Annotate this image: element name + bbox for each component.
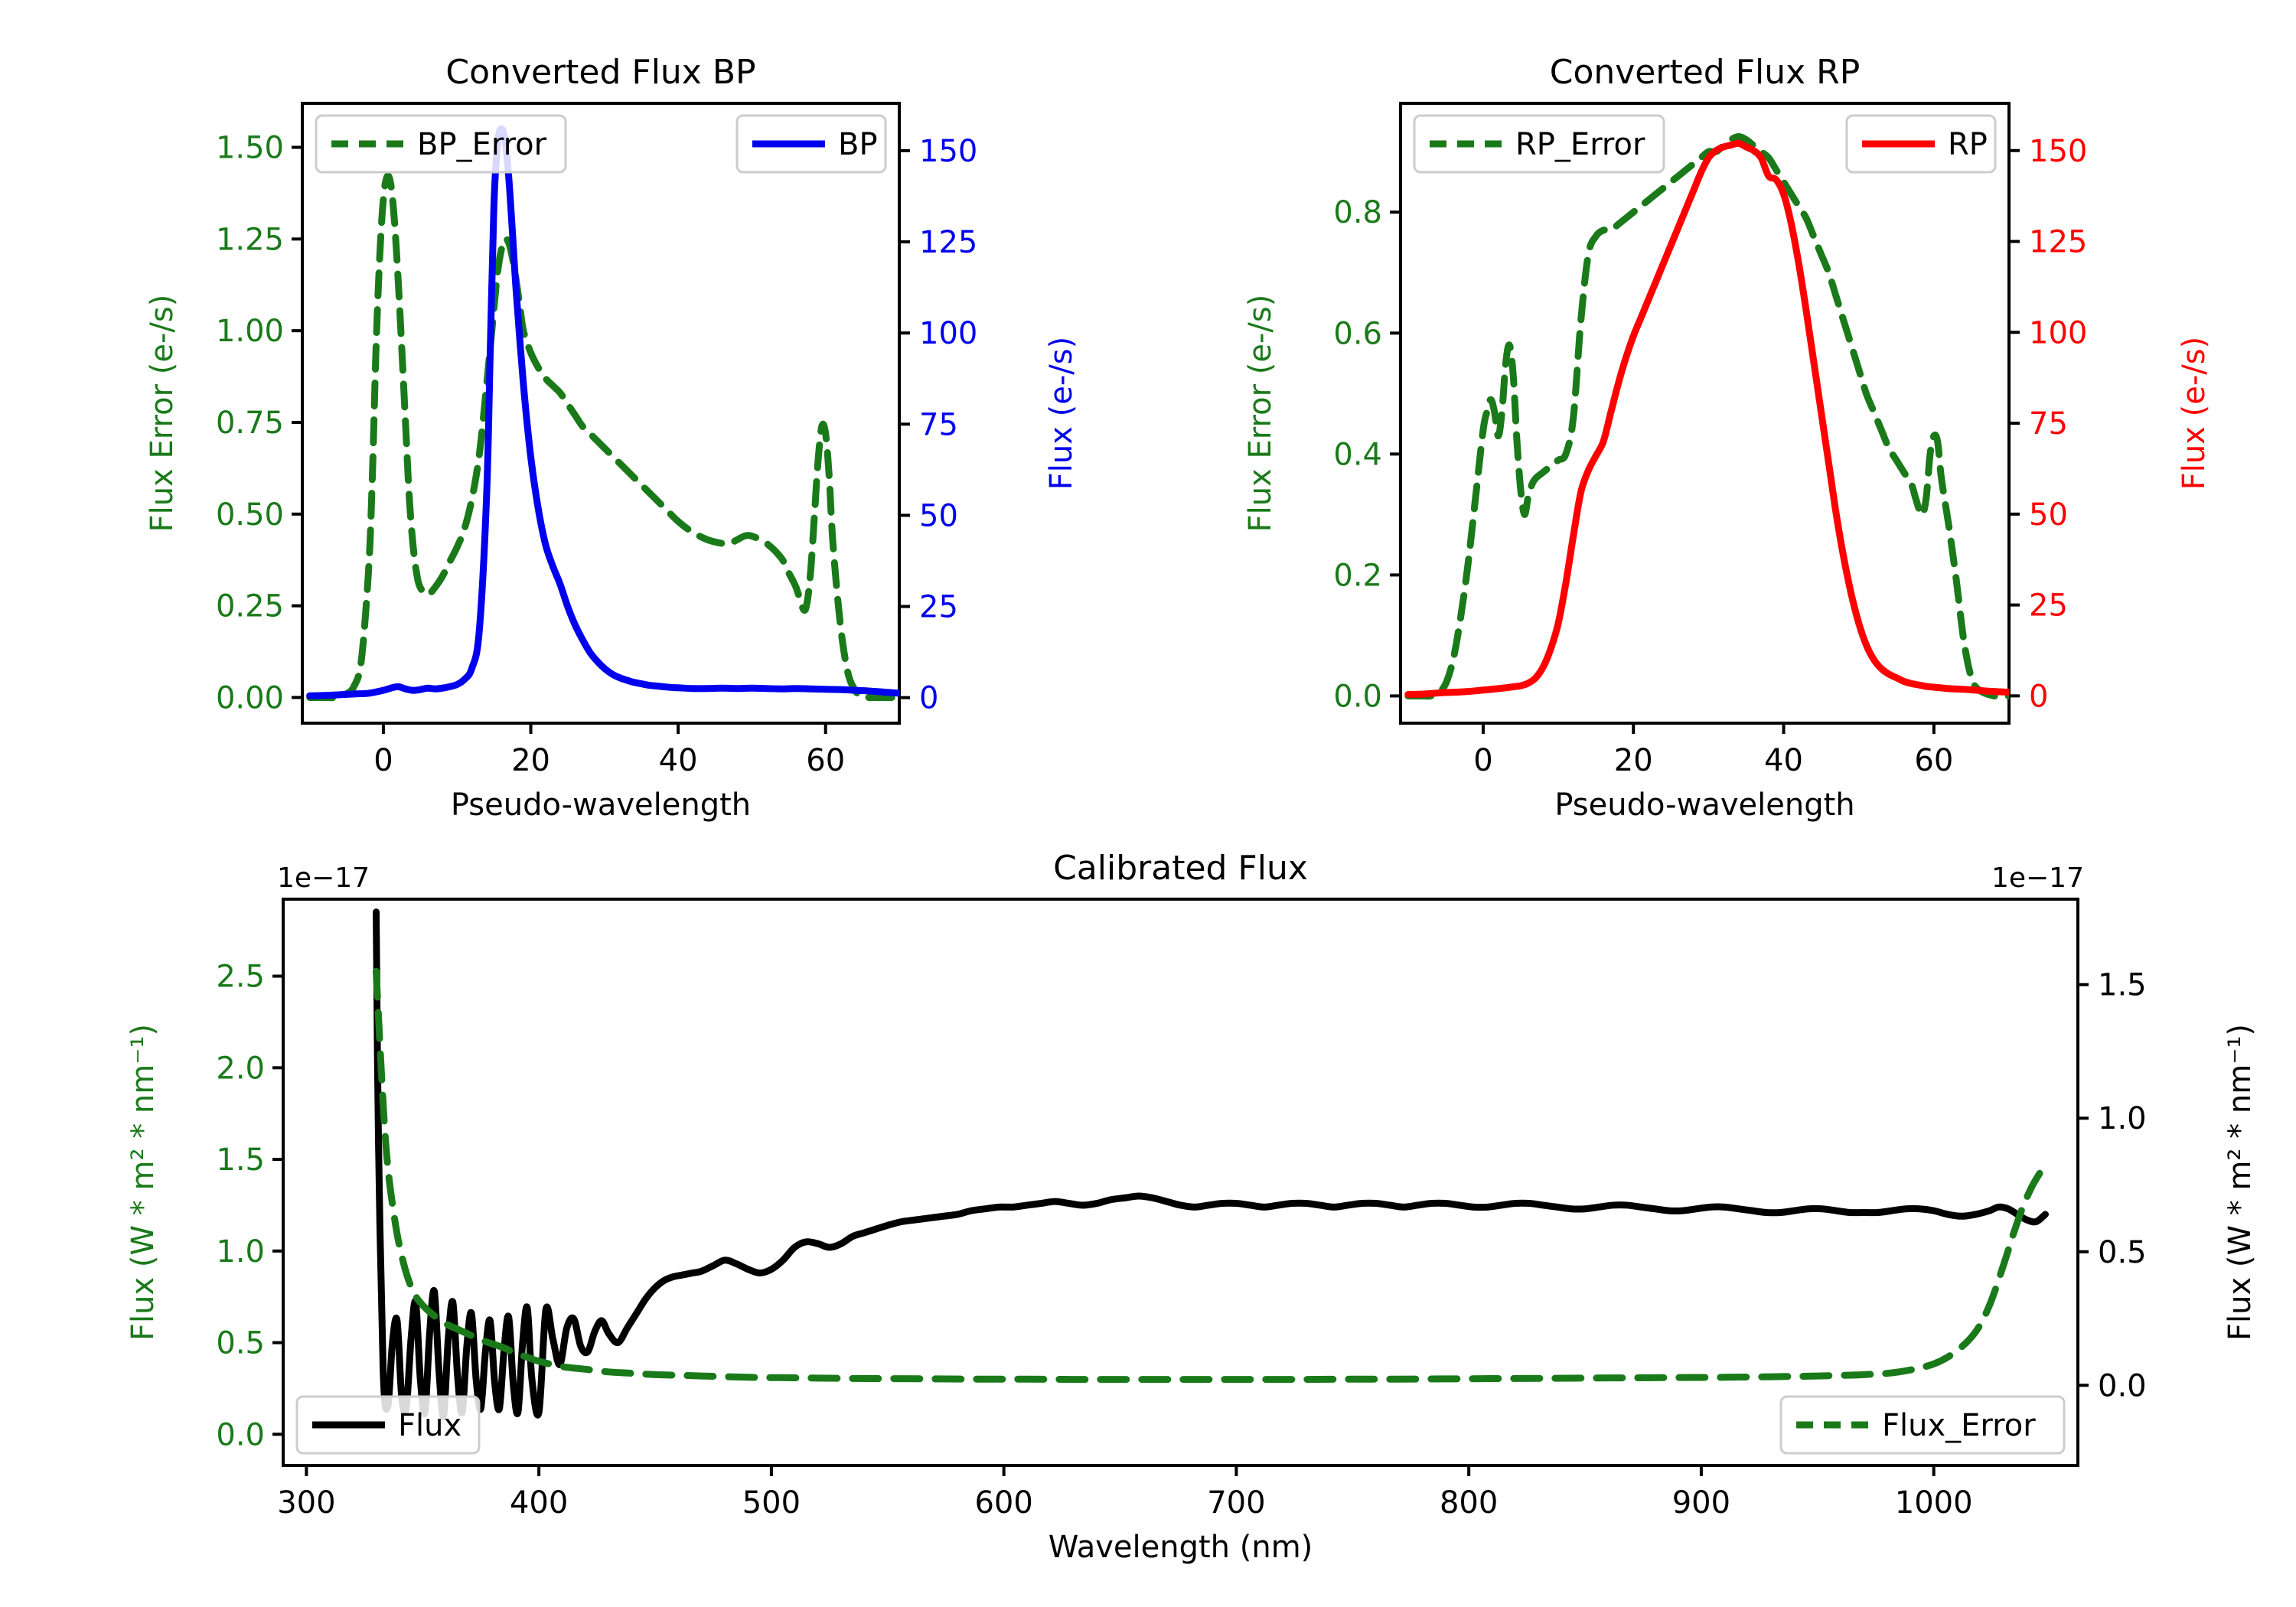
y-right-tick-label: 0 (2029, 679, 2048, 714)
y-axis-label-left: Flux (W * m² * nm⁻¹) (126, 1024, 161, 1341)
y-left-tick-label: 0.25 (216, 589, 284, 624)
y-right-tick-label: 75 (919, 407, 958, 442)
series-line-flux_error (373, 967, 2049, 1384)
series-line-bp_error (306, 172, 899, 702)
y-right-tick-label: 100 (919, 316, 977, 351)
legend-rp_error[interactable]: RP_Error (1413, 114, 1665, 174)
legend-label: Flux_Error (1882, 1408, 2036, 1443)
series-line-flux (373, 908, 2049, 1420)
x-tick-label: 700 (1207, 1485, 1265, 1521)
x-tick-label: 60 (1914, 743, 1953, 778)
y-right-tick-label: 150 (2029, 134, 2087, 169)
y-left-tick-label: 1.50 (216, 131, 284, 166)
plot-frame (282, 898, 2079, 1467)
y-left-tick-label: 0.00 (216, 680, 284, 715)
legend-label: BP (838, 127, 878, 162)
panel-converted-flux-rp: Converted Flux RP 0 20 40 60 Pseudo-wavelengt… (1133, 46, 2296, 823)
y-left-tick-label: 2.0 (216, 1051, 265, 1086)
chart-title: Converted Flux BP (445, 53, 755, 92)
y-left-tick-label: 1.00 (216, 314, 284, 349)
y-left-tick-label: 0.5 (216, 1326, 265, 1361)
chart-title: Calibrated Flux (1053, 849, 1308, 888)
legend-label: BP_Error (417, 127, 547, 162)
series-line-rp_error (1404, 132, 2009, 700)
y-left-tick-label: 0.0 (1333, 679, 1382, 714)
x-tick-label: 500 (742, 1485, 801, 1521)
y-left-tick-label: 1.0 (216, 1234, 265, 1270)
legend-rp[interactable]: RP (1845, 114, 1997, 174)
y-left-tick-label: 1.5 (216, 1143, 265, 1178)
y-right-tick-label: 1.5 (2098, 968, 2147, 1003)
y-left-tick-label: 0.6 (1333, 316, 1382, 351)
y-left-tick-label: 2.5 (216, 960, 265, 995)
y-left-tick-label: 0.0 (216, 1417, 265, 1452)
y-axis-offset-label-right: 1e−17 (1991, 862, 2084, 894)
y-right-tick-label: 0 (919, 681, 938, 716)
legend-label: RP (1948, 127, 1988, 162)
y-left-tick-label: 0.8 (1333, 195, 1382, 230)
x-tick-label: 600 (974, 1485, 1032, 1521)
x-tick-label: 800 (1440, 1485, 1498, 1521)
y-axis-label-right: Flux (e-/s) (2177, 337, 2212, 490)
x-axis-label: Pseudo-wavelength (451, 787, 751, 823)
x-tick-label: 60 (806, 743, 845, 778)
y-right-tick-label: 0.0 (2098, 1368, 2147, 1403)
y-left-tick-label: 0.2 (1333, 558, 1382, 593)
x-tick-label: 20 (1614, 743, 1653, 778)
y-right-tick-label: 100 (2029, 315, 2087, 350)
y-axis-label-left: Flux Error (e-/s) (1243, 295, 1278, 533)
y-left-tick-label: 1.25 (216, 222, 284, 257)
y-right-tick-label: 1.0 (2098, 1101, 2147, 1136)
x-axis-label: Pseudo-wavelength (1554, 787, 1854, 823)
y-right-tick-label: 50 (919, 498, 958, 533)
y-right-tick-label: 50 (2029, 497, 2068, 533)
y-right-tick-label: 25 (2029, 588, 2068, 624)
legend-bp_error[interactable]: BP_Error (315, 114, 567, 174)
y-right-tick-label: 125 (919, 225, 977, 260)
x-tick-label: 20 (511, 743, 550, 778)
y-left-tick-label: 0.4 (1333, 437, 1382, 472)
x-tick-label: 300 (277, 1485, 335, 1521)
legend-flux[interactable]: Flux (295, 1395, 481, 1455)
y-right-tick-label: 125 (2029, 225, 2087, 260)
chart-title: Converted Flux RP (1550, 53, 1861, 92)
y-axis-label-left: Flux Error (e-/s) (145, 295, 180, 533)
legend-flux_error[interactable]: Flux_Error (1779, 1395, 2066, 1455)
y-right-tick-label: 150 (919, 134, 977, 169)
x-tick-label: 40 (659, 743, 698, 778)
legend-label: RP_Error (1515, 127, 1645, 162)
legend-label: Flux (398, 1408, 461, 1443)
y-axis-label-right: Flux (W * m² * nm⁻¹) (2223, 1024, 2258, 1341)
legend-bp[interactable]: BP (735, 114, 887, 174)
x-tick-label: 0 (1473, 743, 1492, 778)
x-tick-label: 400 (510, 1485, 568, 1521)
plot-frame (301, 102, 901, 725)
x-tick-label: 1000 (1895, 1485, 1973, 1521)
y-left-tick-label: 0.75 (216, 406, 284, 441)
x-tick-label: 40 (1764, 743, 1803, 778)
x-axis-label: Wavelength (nm) (1049, 1530, 1313, 1565)
panel-converted-flux-bp: Converted Flux BP 0 20 40 60 Pseudo-wavelengt… (0, 46, 1133, 823)
y-right-tick-label: 0.5 (2098, 1235, 2147, 1270)
y-axis-offset-label-left: 1e−17 (277, 862, 370, 894)
series-line-bp (306, 125, 899, 699)
y-right-tick-label: 75 (2029, 406, 2068, 442)
series-line-rp (1404, 139, 2009, 698)
plot-frame (1399, 102, 2011, 725)
x-tick-label: 900 (1672, 1485, 1730, 1521)
panel-calibrated-flux: Calibrated Flux 1e−17 1e−17 300 400 500 600 700… (0, 819, 2296, 1607)
x-tick-label: 0 (373, 743, 393, 778)
y-right-tick-label: 25 (919, 590, 958, 625)
y-left-tick-label: 0.50 (216, 497, 284, 533)
y-axis-label-right: Flux (e-/s) (1044, 337, 1079, 490)
